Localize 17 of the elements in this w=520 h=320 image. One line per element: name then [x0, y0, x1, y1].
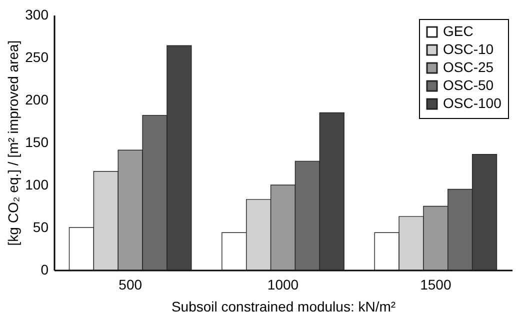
y-tick-label: 150	[25, 134, 49, 150]
legend-label: GEC	[443, 23, 474, 39]
legend-label: OSC-100	[443, 95, 502, 111]
y-tick-label: 0	[40, 262, 49, 278]
y-tick-label: 50	[32, 219, 49, 235]
y-tick-label: 200	[25, 92, 49, 108]
x-tick-label: 1000	[267, 276, 299, 292]
legend-label: OSC-10	[443, 41, 494, 57]
y-tick-label: 300	[25, 6, 49, 22]
x-tick-label: 1500	[420, 276, 452, 292]
y-tick-label: 250	[25, 49, 49, 65]
legend-label: OSC-25	[443, 59, 494, 75]
x-tick-label: 500	[118, 276, 142, 292]
y-tick-label: 100	[25, 176, 49, 192]
x-axis-title: Subsoil constrained modulus: kN/m²	[171, 298, 396, 314]
y-axis-title: [kg CO₂ eq.] / [m² improved area]	[5, 40, 22, 246]
legend-label: OSC-50	[443, 77, 494, 93]
